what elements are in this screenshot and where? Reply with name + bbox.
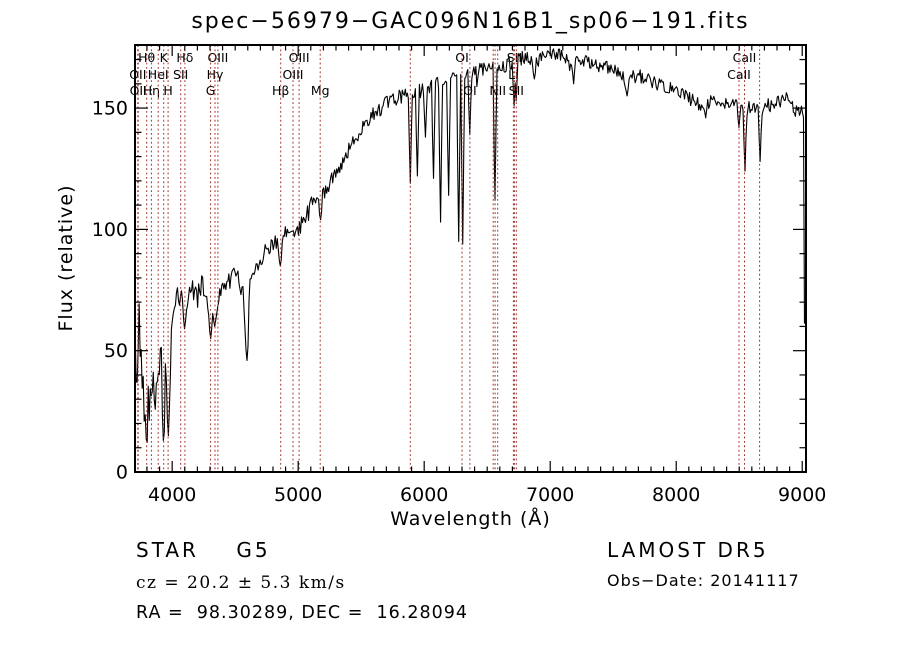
tick-labels: 4000 5000 6000 7000 8000 9000 0 50 100 150: [92, 98, 827, 506]
line-label-Hγ: Hγ: [207, 67, 224, 82]
object-class-text: STAR G5: [136, 538, 271, 562]
line-label-OIII: OIII: [207, 50, 228, 65]
radial-velocity-text: cz = 20.2 ± 5.3 km/s: [136, 573, 346, 593]
line-label-Hδ: Hδ: [176, 50, 193, 65]
line-label-OIII: OIII: [289, 50, 310, 65]
line-label-K: K: [160, 50, 169, 65]
y-tick-label: 150: [92, 98, 128, 120]
plot-title: spec−56979−GAC096N16B1_sp06−191.fits: [191, 9, 750, 34]
x-tick-label: 5000: [274, 484, 322, 506]
x-tick-label: 4000: [148, 484, 196, 506]
line-label-CaII: CaII: [727, 67, 751, 82]
y-tick-label: 50: [104, 340, 128, 362]
axes: [134, 44, 807, 473]
line-label-CaII: CaII: [733, 50, 757, 65]
spectral-line-labels: OIIOIIHθHηHeIKHSIIHδGHγOIIIHβOIIIOIIIMgO…: [129, 50, 756, 98]
obs-date-text: Obs−Date: 20141117: [607, 571, 800, 590]
y-tick-label: 100: [92, 219, 128, 241]
line-label-Hθ: Hθ: [138, 50, 155, 65]
plot-frame: [134, 44, 807, 473]
survey-release-text: LAMOST DR5: [607, 538, 769, 562]
spectral-line-markers: [137, 45, 761, 472]
line-label-OII: OII: [129, 67, 146, 82]
x-tick-label: 7000: [526, 484, 574, 506]
x-tick-label: 8000: [652, 484, 700, 506]
x-axis-title: Wavelength (Å): [390, 508, 551, 530]
line-label-OI: OI: [455, 50, 469, 65]
ra-dec-text: RA = 98.30289, DEC = 16.28094: [136, 603, 469, 623]
line-label-Li: Li: [508, 67, 518, 82]
line-label-HeI: HeI: [148, 67, 169, 82]
x-tick-label: 9000: [778, 484, 826, 506]
x-tick-label: 6000: [400, 484, 448, 506]
y-tick-label: 0: [116, 462, 128, 484]
line-label-SII: SII: [173, 67, 188, 82]
line-label-OIII: OIII: [283, 67, 304, 82]
